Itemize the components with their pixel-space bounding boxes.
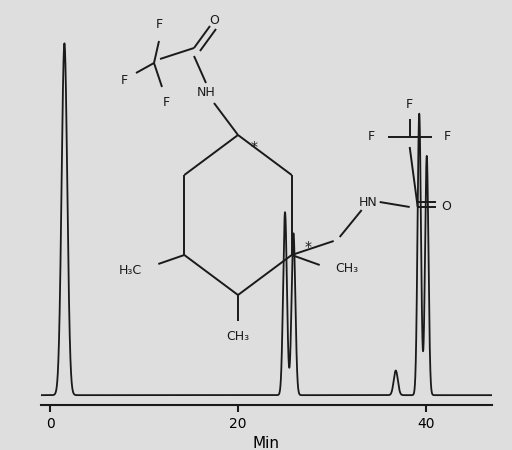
Text: HN: HN <box>358 195 377 208</box>
Text: O: O <box>209 14 219 27</box>
Text: F: F <box>120 75 127 87</box>
Text: H₃C: H₃C <box>119 264 142 276</box>
Text: CH₃: CH₃ <box>336 262 359 275</box>
Text: *: * <box>304 240 311 254</box>
Text: O: O <box>441 201 451 213</box>
Text: F: F <box>444 130 451 144</box>
Text: F: F <box>406 99 413 112</box>
Text: F: F <box>162 96 169 109</box>
Text: F: F <box>368 130 375 144</box>
Text: NH: NH <box>197 86 216 99</box>
Text: *: * <box>250 140 258 154</box>
X-axis label: Min: Min <box>253 436 280 450</box>
Text: CH₃: CH₃ <box>226 330 249 343</box>
Text: F: F <box>156 18 163 32</box>
